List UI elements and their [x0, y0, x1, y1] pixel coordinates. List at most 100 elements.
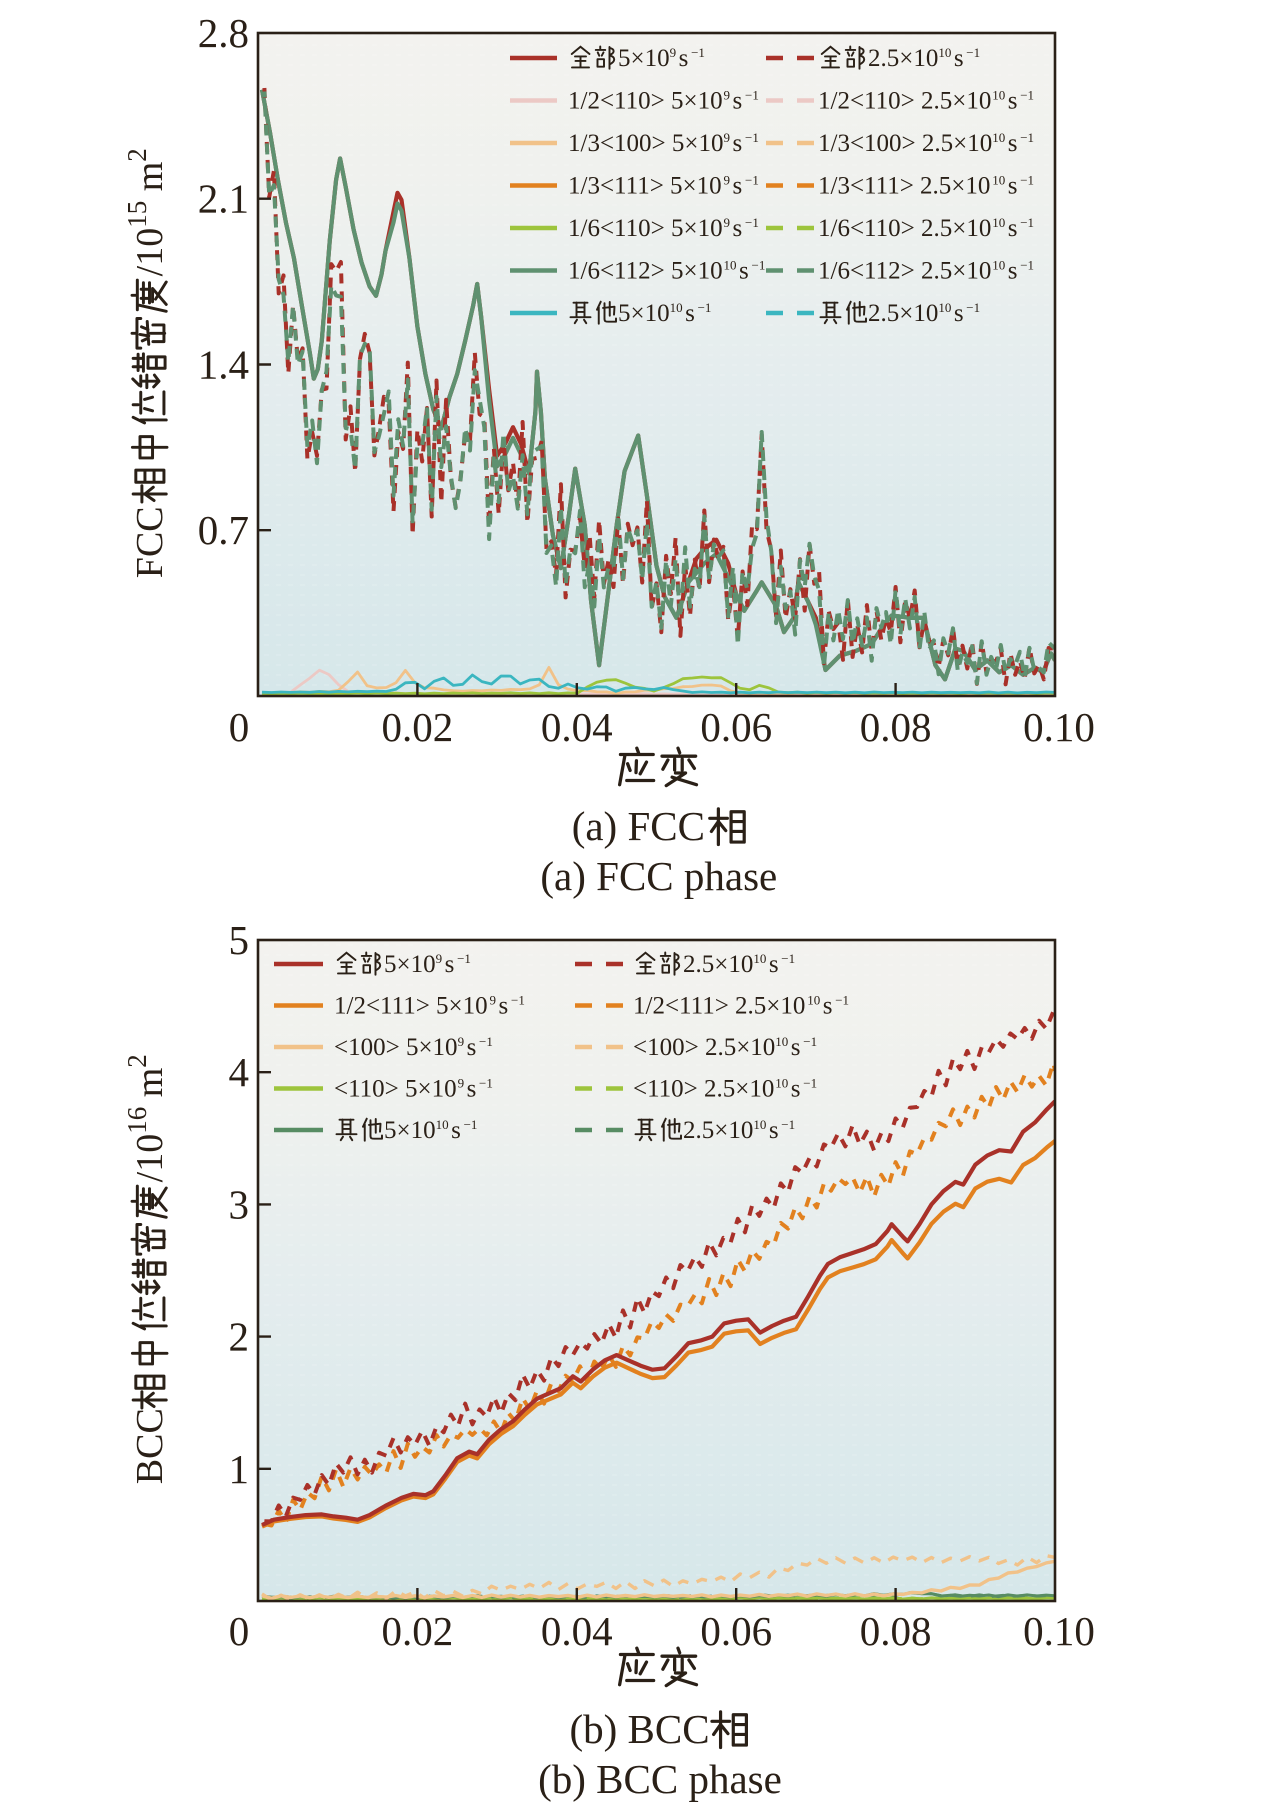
svg-text:10: 10: [992, 258, 1005, 273]
svg-text:9: 9: [670, 45, 677, 60]
svg-text:0.10: 0.10: [1023, 704, 1095, 750]
svg-text:−1: −1: [966, 45, 980, 60]
svg-text:1/3<111> 2.5×10: 1/3<111> 2.5×10: [818, 173, 990, 200]
svg-text:−1: −1: [1020, 130, 1034, 145]
svg-text:/1015 m2: /1015 m2: [122, 148, 171, 276]
svg-text:s: s: [733, 88, 743, 115]
svg-text:s: s: [733, 173, 743, 200]
svg-text:s: s: [679, 45, 689, 72]
svg-text:0.02: 0.02: [382, 704, 454, 750]
svg-text:2.5×10: 2.5×10: [683, 951, 753, 978]
svg-text:10: 10: [436, 1117, 449, 1132]
svg-text:<110> 2.5×10: <110> 2.5×10: [633, 1076, 774, 1103]
svg-text:−1: −1: [479, 1034, 493, 1049]
svg-text:10: 10: [775, 1076, 788, 1091]
svg-text:s: s: [1008, 258, 1018, 285]
svg-text:0.08: 0.08: [860, 1608, 932, 1654]
svg-text:s: s: [467, 1034, 477, 1061]
svg-text:−1: −1: [835, 993, 849, 1008]
svg-text:0.10: 0.10: [1023, 1608, 1095, 1654]
svg-text:−1: −1: [457, 951, 471, 966]
svg-text:0.7: 0.7: [198, 507, 249, 553]
svg-text:s: s: [791, 1034, 801, 1061]
svg-text:10: 10: [992, 173, 1005, 188]
svg-text:<100> 5×10: <100> 5×10: [334, 1034, 458, 1061]
svg-text:−1: −1: [745, 88, 759, 103]
svg-text:s: s: [1008, 173, 1018, 200]
svg-text:10: 10: [938, 45, 951, 60]
svg-text:2.8: 2.8: [198, 10, 249, 56]
svg-text:0: 0: [229, 1608, 250, 1654]
svg-text:2: 2: [229, 1314, 250, 1360]
svg-text:1/6<110> 2.5×10: 1/6<110> 2.5×10: [818, 215, 991, 242]
svg-text:1: 1: [229, 1446, 250, 1492]
svg-text:s: s: [685, 300, 695, 327]
svg-text:s: s: [1008, 130, 1018, 157]
svg-text:2.1: 2.1: [198, 176, 249, 222]
svg-text:5×10: 5×10: [618, 300, 670, 327]
svg-text:−1: −1: [1020, 215, 1034, 230]
svg-text:−1: −1: [1020, 258, 1034, 273]
svg-text:s: s: [769, 951, 779, 978]
svg-text:−1: −1: [781, 1117, 795, 1132]
svg-text:4: 4: [229, 1049, 250, 1095]
svg-text:0.08: 0.08: [860, 704, 932, 750]
svg-text:9: 9: [724, 215, 731, 230]
svg-text:10: 10: [992, 215, 1005, 230]
svg-text:−1: −1: [479, 1076, 493, 1091]
svg-text:s: s: [733, 215, 743, 242]
svg-text:1/2<110> 2.5×10: 1/2<110> 2.5×10: [818, 88, 991, 115]
svg-text:10: 10: [753, 1117, 766, 1132]
svg-text:3: 3: [229, 1181, 250, 1227]
svg-text:10: 10: [992, 88, 1005, 103]
svg-text:10: 10: [775, 1034, 788, 1049]
svg-text:−1: −1: [698, 300, 712, 315]
svg-text:s: s: [791, 1076, 801, 1103]
svg-text:−1: −1: [464, 1117, 478, 1132]
svg-text:s: s: [467, 1076, 477, 1103]
svg-text:s: s: [739, 258, 749, 285]
svg-text:−1: −1: [745, 130, 759, 145]
svg-text:−1: −1: [745, 215, 759, 230]
svg-text:<110> 5×10: <110> 5×10: [334, 1076, 457, 1103]
svg-text:/1016 m2: /1016 m2: [122, 1054, 171, 1182]
svg-text:9: 9: [436, 951, 443, 966]
svg-text:5×10: 5×10: [384, 1117, 436, 1144]
svg-text:10: 10: [670, 300, 683, 315]
svg-text:0.06: 0.06: [700, 1608, 772, 1654]
svg-text:5: 5: [229, 917, 250, 963]
svg-text:9: 9: [724, 173, 731, 188]
svg-text:1/3<111> 5×10: 1/3<111> 5×10: [568, 173, 722, 200]
svg-text:(a) FCC: (a) FCC: [572, 803, 705, 849]
svg-text:2.5×10: 2.5×10: [683, 1117, 753, 1144]
svg-text:(b) BCC: (b) BCC: [570, 1706, 710, 1752]
svg-text:2.5×10: 2.5×10: [868, 300, 938, 327]
svg-text:s: s: [445, 951, 455, 978]
svg-text:0.04: 0.04: [541, 704, 613, 750]
svg-text:0: 0: [229, 704, 250, 750]
svg-text:1/2<111> 2.5×10: 1/2<111> 2.5×10: [633, 993, 805, 1020]
svg-text:BCC: BCC: [129, 1408, 171, 1484]
svg-text:5×10: 5×10: [618, 45, 670, 72]
svg-text:1/2<110> 5×10: 1/2<110> 5×10: [568, 88, 723, 115]
svg-text:<100> 2.5×10: <100> 2.5×10: [633, 1034, 775, 1061]
svg-text:10: 10: [992, 130, 1005, 145]
svg-text:s: s: [823, 993, 833, 1020]
svg-text:0.04: 0.04: [541, 1608, 613, 1654]
svg-text:s: s: [733, 130, 743, 157]
svg-text:1/3<100> 5×10: 1/3<100> 5×10: [568, 130, 724, 157]
svg-text:10: 10: [938, 300, 951, 315]
svg-text:−1: −1: [781, 951, 795, 966]
svg-text:1.4: 1.4: [198, 342, 249, 388]
svg-text:(a) FCC phase: (a) FCC phase: [540, 853, 777, 899]
svg-text:−1: −1: [691, 45, 705, 60]
svg-text:1/6<112> 5×10: 1/6<112> 5×10: [568, 258, 723, 285]
svg-text:1/6<110> 5×10: 1/6<110> 5×10: [568, 215, 723, 242]
svg-text:9: 9: [490, 993, 497, 1008]
svg-text:9: 9: [724, 130, 731, 145]
svg-text:−1: −1: [745, 173, 759, 188]
svg-text:s: s: [1008, 88, 1018, 115]
svg-text:s: s: [954, 45, 964, 72]
svg-text:−1: −1: [511, 993, 525, 1008]
svg-text:s: s: [769, 1117, 779, 1144]
